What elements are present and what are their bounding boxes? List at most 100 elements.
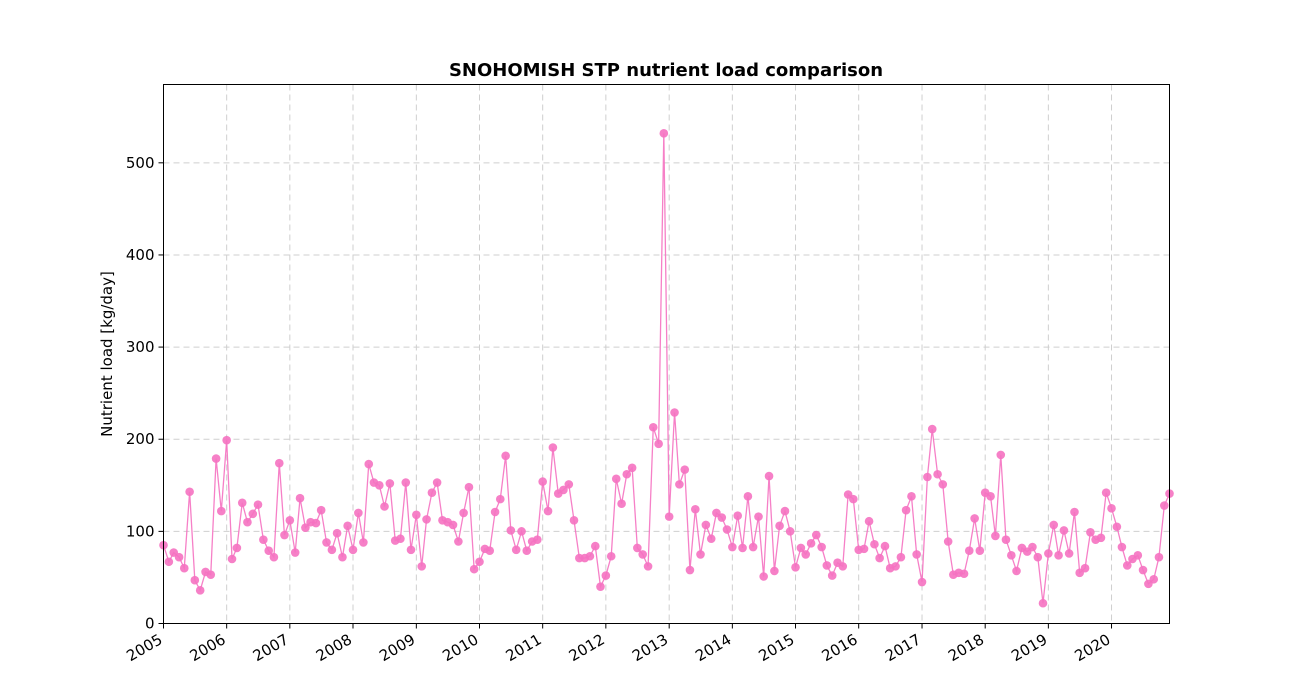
data-point: [796, 543, 806, 553]
data-point: [959, 569, 969, 579]
data-point: [596, 582, 605, 591]
data-point: [253, 500, 263, 509]
data-point: [770, 566, 779, 576]
data-point: [901, 505, 911, 515]
data-point: [785, 527, 795, 536]
x-tick-label: 2005: [123, 630, 165, 665]
data-point: [422, 515, 431, 524]
data-point: [1107, 504, 1116, 513]
data-point: [412, 510, 421, 520]
data-point: [1080, 563, 1090, 573]
data-point: [675, 480, 684, 489]
data-point: [864, 516, 874, 526]
data-point: [454, 537, 463, 546]
data-point: [1117, 542, 1127, 552]
data-point: [849, 494, 858, 504]
data-point: [1001, 535, 1011, 544]
data-point: [1059, 526, 1069, 535]
data-point: [975, 546, 985, 556]
data-point: [543, 506, 553, 516]
data-point: [343, 521, 352, 531]
data-point: [1007, 551, 1016, 560]
data-point: [801, 550, 811, 559]
data-point: [406, 545, 416, 555]
data-point: [359, 538, 368, 547]
data-point: [701, 520, 711, 530]
data-point: [354, 508, 363, 518]
x-tick-label: 2018: [945, 630, 987, 665]
data-point: [364, 459, 374, 469]
data-point: [533, 535, 542, 544]
data-point: [348, 545, 358, 555]
data-point: [996, 450, 1006, 460]
data-point: [838, 562, 848, 571]
data-point: [728, 542, 737, 552]
data-point: [259, 535, 268, 544]
data-point: [811, 530, 821, 540]
data-point: [211, 454, 221, 463]
data-point: [706, 534, 716, 544]
data-point: [417, 562, 427, 571]
y-tick-label: 400: [126, 246, 155, 264]
series-line: [162, 133, 1171, 604]
data-point: [432, 478, 442, 487]
x-tick-label: 2020: [1071, 630, 1113, 665]
data-point: [338, 552, 347, 562]
data-point: [664, 512, 674, 521]
x-tick-label: 2007: [250, 630, 292, 665]
data-point: [875, 553, 884, 563]
x-tick-label: 2019: [1008, 630, 1050, 665]
data-point: [301, 523, 310, 532]
data-point: [538, 477, 547, 486]
data-point: [917, 577, 927, 587]
data-point: [274, 458, 284, 468]
data-point: [185, 487, 194, 497]
x-tick-label: 2010: [439, 630, 481, 665]
data-point: [617, 499, 626, 509]
data-point: [964, 546, 974, 556]
data-point: [912, 550, 921, 559]
data-point: [174, 552, 184, 562]
data-point: [896, 552, 906, 562]
data-point: [738, 543, 747, 553]
data-point: [764, 471, 774, 481]
data-point: [569, 516, 579, 525]
data-point: [495, 494, 505, 504]
data-point: [195, 586, 205, 595]
plot-frame: [163, 84, 1170, 624]
data-point: [659, 129, 669, 138]
data-point: [401, 478, 411, 487]
data-point: [654, 439, 663, 449]
data-point: [1149, 574, 1159, 584]
data-point: [817, 542, 826, 552]
x-tick-label: 2006: [187, 630, 229, 665]
data-point: [1133, 551, 1143, 560]
data-point: [501, 451, 510, 461]
y-axis-label: Nutrient load [kg/day]: [98, 271, 116, 437]
data-point: [517, 527, 526, 536]
data-point: [585, 551, 595, 561]
data-point: [891, 562, 900, 571]
data-point: [1012, 566, 1021, 576]
data-point: [933, 469, 942, 479]
data-point: [332, 528, 342, 538]
data-point: [548, 443, 558, 452]
data-point: [506, 526, 516, 535]
data-point: [1033, 552, 1043, 562]
data-point: [469, 564, 479, 574]
data-point: [907, 492, 916, 501]
data-point: [237, 498, 247, 508]
data-point: [806, 539, 816, 548]
data-point: [316, 505, 326, 515]
data-point: [1138, 565, 1148, 575]
data-point: [248, 509, 258, 519]
data-point: [923, 472, 932, 482]
data-point: [522, 546, 532, 556]
data-point: [1064, 549, 1074, 558]
axes: 0 100 200 300 400 500 2005 2006 2007 2008 2009 2010…: [123, 154, 1113, 665]
y-tick-label: 0: [145, 615, 155, 633]
data-point: [991, 531, 1000, 541]
data-point: [190, 575, 200, 585]
chart-title: SNOHOMISH STP nutrient load comparison: [449, 60, 883, 81]
x-tick-label: 2013: [629, 630, 671, 665]
